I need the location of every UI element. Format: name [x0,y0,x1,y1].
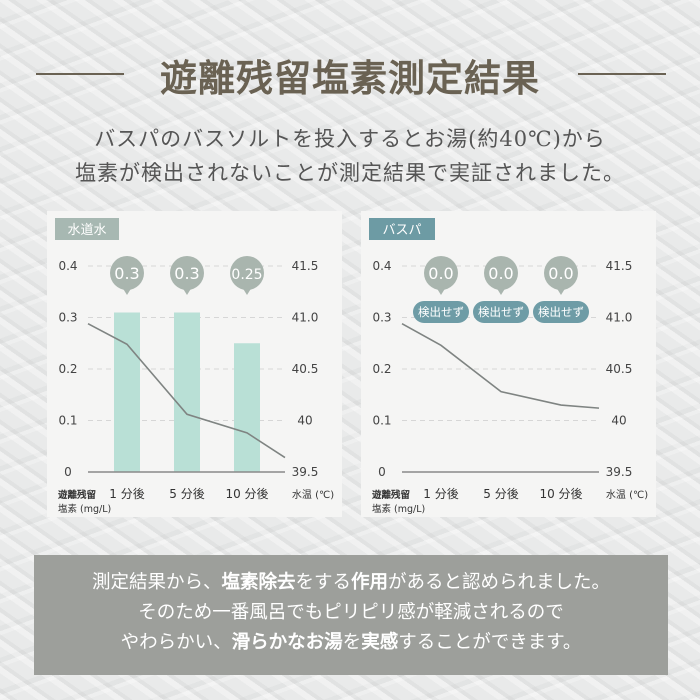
left-tick-label: 0 [64,465,72,479]
value-bubble [170,256,204,290]
left-axis-label: 遊離残留 [58,489,96,501]
series-tag [55,218,119,240]
category-label: 1 分後 [423,487,458,501]
emphasis-text: 実感 [361,632,399,653]
chart-svg: 水道水 0 39.5 0.1 40 0.2 40.5 0.3 41.0 0.4 41.5 0.3 0.3… [55,218,334,515]
page-title: 遊離残留塩素測定結果 [160,56,540,100]
left-axis-unit: 塩素 (mg/L) [372,503,425,515]
not-detected-label: 検出せず [418,305,464,319]
text: することができます。 [398,632,582,653]
title-rule-right [578,73,666,75]
right-tick-label: 41.5 [292,259,319,273]
not-detected-label: 検出せず [478,305,524,319]
conclusion-box: 測定結果から、塩素除去をする作用があると認められました。そのため一番風呂でもピリ… [34,555,668,675]
right-axis-label: 水温 (℃) [606,489,648,501]
value-label: 0.25 [231,267,262,283]
left-tick-label: 0 [378,465,386,479]
right-tick-label: 40 [297,414,312,428]
emphasis-text: お湯 [305,632,343,653]
chart-svg: バスパ 0 39.5 0.1 40 0.2 40.5 0.3 41.0 0.4 41.5 0.0 0.0… [369,218,648,515]
series-tag-label: 水道水 [67,223,106,238]
value-label: 0.3 [114,264,139,283]
not-detected-pill [473,301,529,323]
text: そのため一番風呂でもピリピリ感が軽減されるので [138,602,564,623]
subtitle-line: バスパのバスソルトを投入するとお湯(約40℃)から [94,127,606,151]
not-detected-pill [533,301,589,323]
right-tick-label: 41.0 [292,311,319,325]
series-tag [369,218,435,240]
left-tick-label: 0.4 [58,259,77,273]
right-tick-label: 40.5 [606,362,633,376]
value-bubble [544,256,578,290]
text: をする [295,572,351,593]
subtitle: バスパのバスソルトを投入するとお湯(約40℃)から 塩素が検出されないことが測定… [0,122,700,190]
category-label: 5 分後 [169,487,204,501]
series-tag-label: バスパ [382,223,421,238]
bar [234,343,260,472]
temperature-line [87,322,286,459]
category-label: 5 分後 [483,487,518,501]
right-tick-label: 39.5 [292,465,319,479]
left-tick-label: 0.3 [372,311,391,325]
emphasis-text: 塩素除去 [221,572,296,593]
value-bubble [110,256,144,290]
text: があると認められました。 [388,572,611,593]
not-detected-pill [413,301,469,323]
left-tick-label: 0.3 [58,311,77,325]
left-tick-label: 0.1 [372,414,391,428]
category-label: 1 分後 [109,487,144,501]
left-tick-label: 0.2 [58,362,77,376]
chart-panel-tap-water: 水道水 0 39.5 0.1 40 0.2 40.5 0.3 41.0 0.4 41.5 0.3 0.3… [47,211,342,517]
right-axis-label: 水温 (℃) [292,489,334,501]
right-tick-label: 39.5 [606,465,633,479]
chart-panel-baspa: バスパ 0 39.5 0.1 40 0.2 40.5 0.3 41.0 0.4 41.5 0.0 0.0… [361,211,656,517]
left-tick-label: 0.2 [372,362,391,376]
right-tick-label: 41.5 [606,259,633,273]
bar [174,312,200,472]
left-axis-unit: 塩素 (mg/L) [58,503,111,515]
value-label: 0.3 [174,264,199,283]
value-label: 0.0 [488,264,513,283]
conclusion-line: そのため一番風呂でもピリピリ感が軽減されるので [34,598,668,628]
temperature-line [401,322,600,409]
right-tick-label: 40.5 [292,362,319,376]
right-tick-label: 40 [611,414,626,428]
conclusion-line: 測定結果から、塩素除去をする作用があると認められました。 [34,568,668,598]
text: 測定結果から、 [91,572,222,593]
subtitle-line: 塩素が検出されないことが測定結果で実証されました。 [75,161,625,185]
title-rule-left [36,73,124,75]
emphasis-text: 作用 [351,572,389,593]
text: を [342,632,362,653]
value-bubble [424,256,458,290]
right-tick-label: 41.0 [606,311,633,325]
left-tick-label: 0.4 [372,259,391,273]
value-label: 0.0 [548,264,573,283]
value-label: 0.0 [428,264,453,283]
left-tick-label: 0.1 [58,414,77,428]
category-label: 10 分後 [539,487,582,501]
value-bubble [484,256,518,290]
value-bubble [230,256,264,290]
bar [114,312,140,472]
category-label: 10 分後 [225,487,268,501]
emphasis-text: 滑らかな [231,632,306,653]
left-axis-label: 遊離残留 [372,489,410,501]
conclusion-line: やわらかい、滑らかなお湯を実感することができます。 [34,628,668,658]
text: やわらかい、 [120,632,232,653]
not-detected-label: 検出せず [538,305,584,319]
